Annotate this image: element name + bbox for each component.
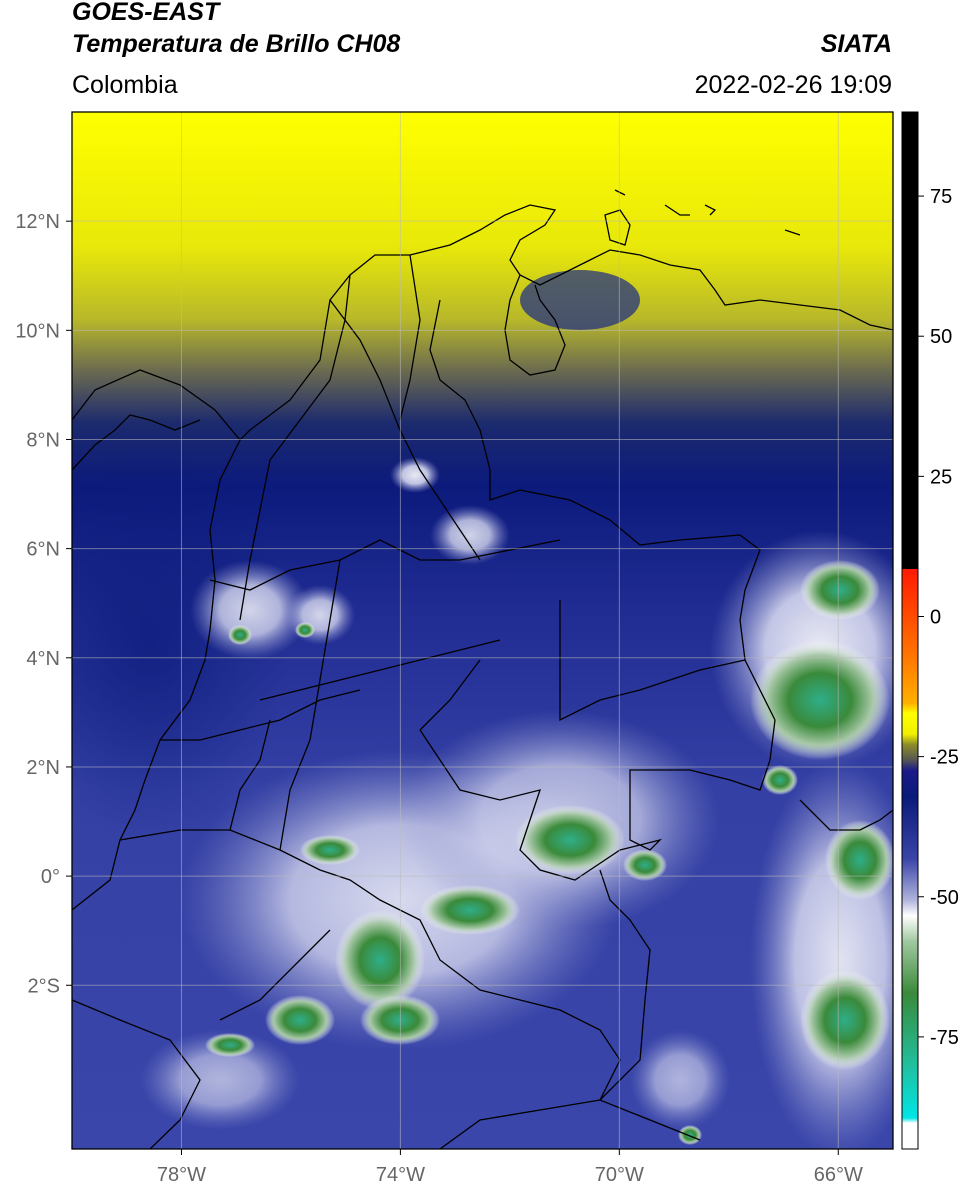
internal-boundaries-b <box>209 539 746 731</box>
lat-tick-label: 2°N <box>26 757 60 779</box>
colorbar-tick-label: 0 <box>930 606 941 628</box>
peru-brazil-border <box>599 869 651 1101</box>
gridlines <box>72 112 893 1149</box>
colombia-ecuador-peru-border <box>119 829 621 1101</box>
colombia-venezuela-border <box>429 299 776 721</box>
satellite-title: GOES-EAST <box>72 0 220 26</box>
colorbar-tick-label: 25 <box>930 466 952 488</box>
map-raster <box>72 112 893 1149</box>
colorbar-tick-label: -75 <box>930 1027 959 1049</box>
map-frame <box>71 111 894 1150</box>
lon-tick-label: 78°W <box>157 1164 206 1186</box>
panama-coast <box>72 414 201 471</box>
lat-tick-label: 4°N <box>26 648 60 670</box>
lon-tick-label: 66°W <box>814 1164 863 1186</box>
boundaries <box>72 189 893 1149</box>
datetime-label: 2022-02-26 19:09 <box>694 71 892 99</box>
colorbar <box>901 111 919 1150</box>
maracaibo-lake <box>504 274 566 376</box>
colombia-brazil-border <box>419 719 776 881</box>
lat-tick-label: 12°N <box>15 211 60 233</box>
colorbar-tick-label: 50 <box>930 326 952 348</box>
lat-tick-label: 10°N <box>15 320 60 342</box>
colorbar-tick-label: -25 <box>930 747 959 769</box>
region-label: Colombia <box>72 71 178 99</box>
longitude-axis: 78°W 74°W 70°W 66°W <box>157 1149 863 1186</box>
guyana-border <box>799 799 893 831</box>
lat-tick-label: 6°N <box>26 539 60 561</box>
product-title: Temperatura de Brillo CH08 <box>72 30 401 58</box>
aruba-curacao-islands <box>604 189 801 246</box>
internal-boundaries-c <box>160 559 361 851</box>
lon-tick-label: 70°W <box>595 1164 644 1186</box>
colorbar-tick-label: -50 <box>930 887 959 909</box>
lat-tick-label: 2°S <box>28 975 60 997</box>
colorbar-tick-label: 75 <box>930 186 952 208</box>
lat-tick-label: 8°N <box>26 429 60 451</box>
lat-tick-label: 0° <box>41 866 60 888</box>
caribbean-coastline <box>72 204 893 441</box>
colorbar-ticks: 75 50 25 0 -25 -50 -75 <box>918 186 959 1049</box>
latitude-axis: 12°N 10°N 8°N 6°N 4°N 2°N 0° 2°S <box>15 211 72 997</box>
source-label: SIATA <box>820 30 892 58</box>
lon-tick-label: 74°W <box>376 1164 425 1186</box>
southern-boundaries <box>72 929 701 1149</box>
